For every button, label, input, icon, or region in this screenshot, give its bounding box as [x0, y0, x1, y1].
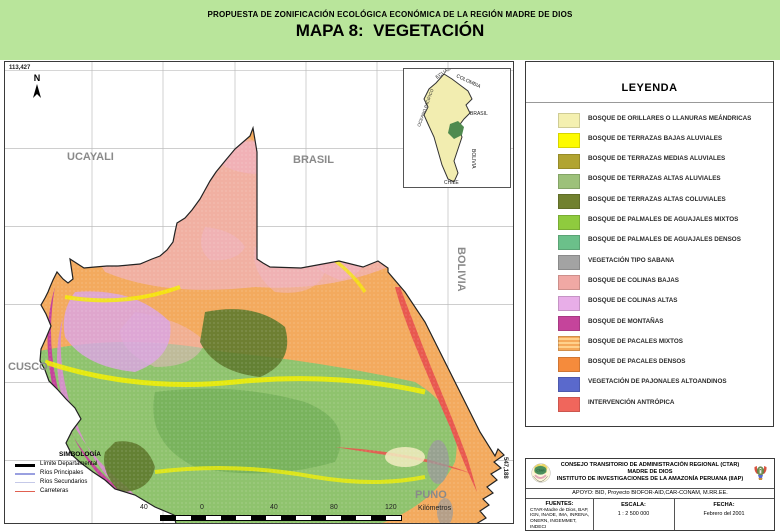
- svg-text:CHILE: CHILE: [444, 180, 459, 186]
- svg-text:BRASIL: BRASIL: [470, 111, 488, 117]
- svg-text:N: N: [34, 73, 41, 83]
- svg-text:BOLIVIA: BOLIVIA: [470, 149, 476, 169]
